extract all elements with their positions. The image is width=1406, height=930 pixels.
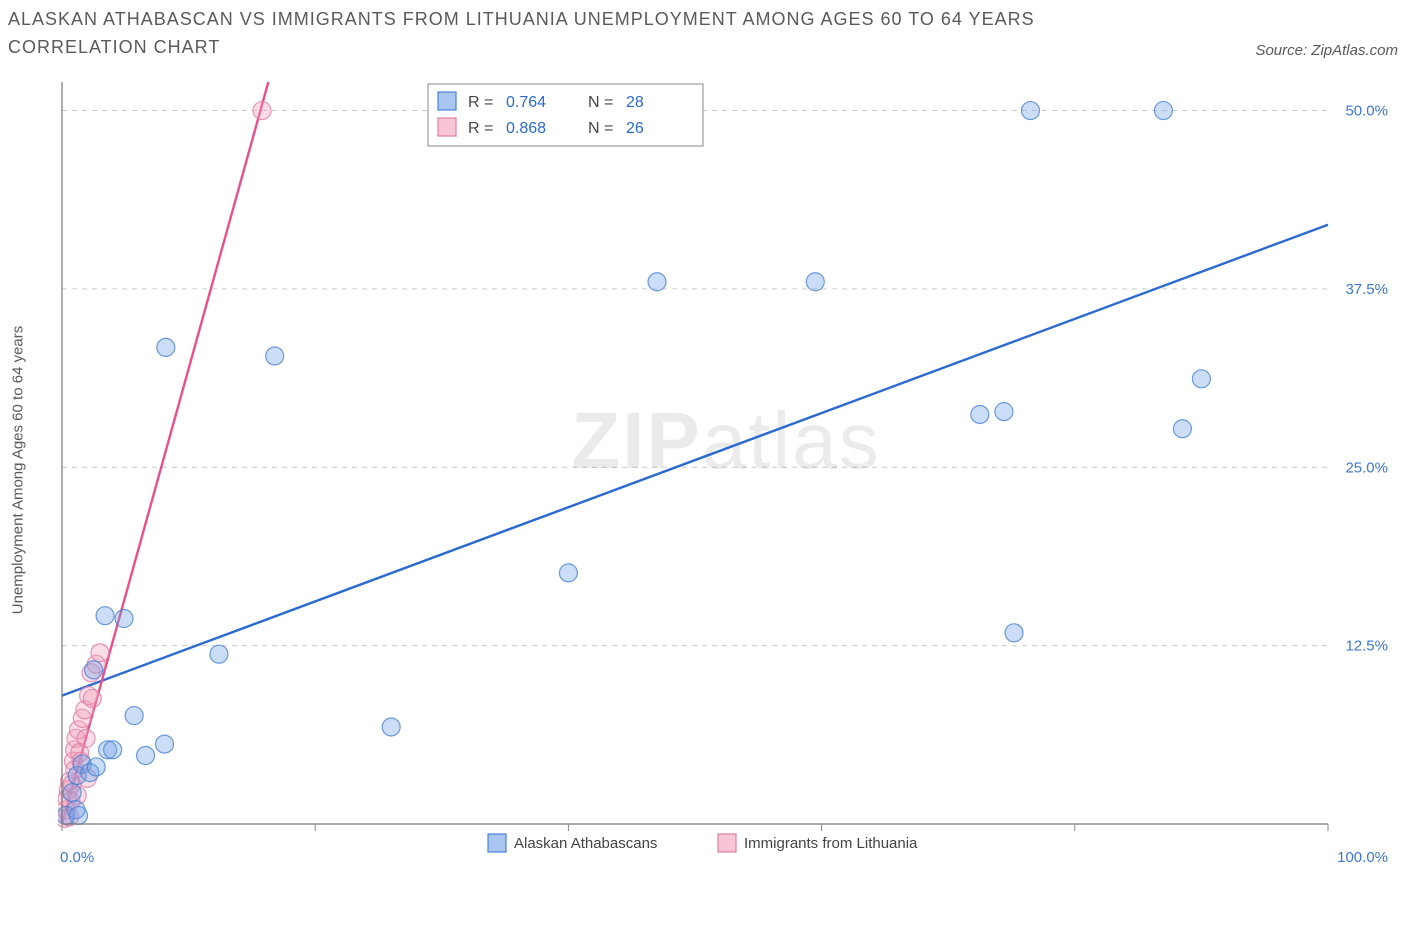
data-point: [995, 403, 1013, 421]
chart-title: ALASKAN ATHABASCAN VS IMMIGRANTS FROM LI…: [8, 6, 1108, 62]
data-point: [266, 347, 284, 365]
legend-n-value: 26: [626, 120, 644, 137]
legend-swatch: [488, 834, 506, 852]
chart-area: 12.5%25.0%37.5%50.0% ZIPatlas 0.0%100.0%…: [58, 78, 1394, 866]
y-tick-label: 25.0%: [1345, 459, 1388, 476]
data-point: [104, 741, 122, 759]
data-point: [210, 645, 228, 663]
data-point: [91, 644, 109, 662]
data-point: [1192, 370, 1210, 388]
data-point: [1154, 102, 1172, 120]
data-point: [157, 338, 175, 356]
scatter-chart: 12.5%25.0%37.5%50.0% ZIPatlas 0.0%100.0%…: [58, 78, 1394, 866]
y-tick-label: 50.0%: [1345, 103, 1388, 120]
data-point: [648, 273, 666, 291]
legend-n-label: N =: [588, 120, 613, 137]
data-point: [85, 661, 103, 679]
legend-swatch: [438, 118, 456, 136]
legend-swatch: [438, 92, 456, 110]
legend-series-label: Immigrants from Lithuania: [744, 835, 918, 852]
legend-r-label: R =: [468, 94, 493, 111]
data-point: [971, 405, 989, 423]
data-point: [63, 784, 81, 802]
data-point: [83, 689, 101, 707]
legend-swatch: [718, 834, 736, 852]
y-axis-label: Unemployment Among Ages 60 to 64 years: [10, 326, 27, 615]
data-point: [806, 273, 824, 291]
data-point: [137, 747, 155, 765]
legend-r-value: 0.868: [506, 120, 546, 137]
legend-series-label: Alaskan Athabascans: [514, 835, 657, 852]
data-point: [382, 718, 400, 736]
data-point: [77, 729, 95, 747]
data-point: [87, 758, 105, 776]
data-point: [156, 735, 174, 753]
data-point: [1173, 420, 1191, 438]
x-origin-label: 0.0%: [60, 849, 94, 866]
data-point: [96, 607, 114, 625]
x-end-label: 100.0%: [1337, 849, 1388, 866]
legend-n-value: 28: [626, 94, 644, 111]
data-point: [125, 707, 143, 725]
y-tick-label: 12.5%: [1345, 638, 1388, 655]
data-point: [69, 806, 87, 824]
trend-line: [62, 225, 1328, 696]
legend-r-label: R =: [468, 120, 493, 137]
data-point: [559, 564, 577, 582]
legend-r-value: 0.764: [506, 94, 546, 111]
data-point: [1005, 624, 1023, 642]
y-tick-label: 37.5%: [1345, 281, 1388, 298]
source-attribution: Source: ZipAtlas.com: [1255, 42, 1398, 59]
data-point: [253, 102, 271, 120]
data-point: [1021, 102, 1039, 120]
data-point: [115, 610, 133, 628]
legend-n-label: N =: [588, 94, 613, 111]
